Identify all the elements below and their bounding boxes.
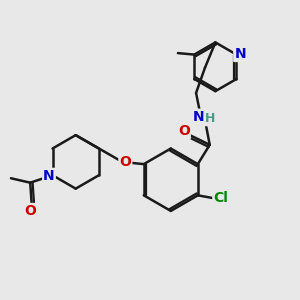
Text: N: N [234,47,246,61]
Text: O: O [24,204,36,218]
Text: O: O [178,124,190,138]
Text: N: N [193,110,205,124]
Text: Cl: Cl [213,191,228,205]
Text: N: N [43,169,55,183]
Text: H: H [205,112,215,125]
Text: O: O [119,155,131,169]
